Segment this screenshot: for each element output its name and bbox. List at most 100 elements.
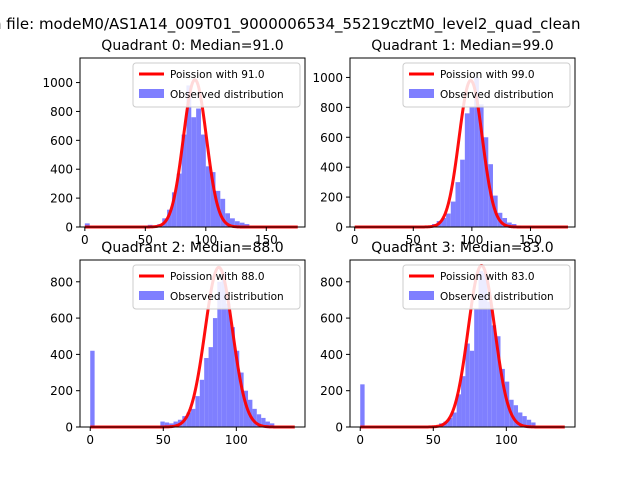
histogram-bar (196, 108, 201, 227)
histogram-bar (90, 350, 95, 427)
y-tick-label: 800 (320, 101, 343, 115)
histogram-bar (460, 159, 465, 227)
histogram-bar (239, 372, 244, 427)
histogram-bar (452, 412, 457, 427)
x-tick-label: 0 (351, 233, 359, 247)
histogram-bar (518, 412, 523, 427)
histogram-bar (186, 412, 192, 427)
panel-quadrant-0: 0 50 100 150 0 200 400 600 800 1000 Quadrant 0: Me… (42, 38, 306, 247)
histogram-bar (181, 134, 187, 227)
y-tick-label: 600 (50, 312, 73, 326)
histogram-bar (513, 405, 519, 427)
histogram-bar (483, 137, 489, 227)
y-tick-label: 0 (335, 221, 343, 235)
x-tick-label: 0 (356, 433, 364, 447)
histogram-bar (230, 327, 235, 427)
y-tick-label: 600 (50, 134, 73, 148)
histogram-bar (234, 221, 240, 227)
histogram-bar (500, 368, 505, 427)
histogram-bar (491, 325, 497, 427)
histogram-bar (160, 421, 165, 427)
y-tick-label: 0 (65, 421, 73, 435)
histogram-bar (199, 379, 205, 427)
legend-hist-swatch (139, 89, 164, 98)
y-tick-label: 200 (320, 384, 343, 398)
histogram-bar (210, 172, 216, 227)
panel-quadrant-1: 0 50 100 150 0 200 400 600 800 1000 Quadrant 1: Me… (312, 38, 576, 247)
axes-frame (349, 259, 576, 428)
panel-title: Quadrant 3: Median=83.0 (371, 240, 553, 256)
legend-box (132, 264, 301, 310)
histogram-bar (496, 336, 501, 427)
x-tick-label: 50 (406, 233, 421, 247)
legend-hist-label: Observed distribution (440, 291, 554, 303)
y-tick-label: 600 (320, 312, 343, 326)
y-tick-label: 0 (335, 421, 343, 435)
legend-fit-label: Poission with 99.0 (440, 69, 535, 81)
histogram-bar (221, 272, 227, 427)
histogram-bar (225, 213, 230, 227)
legend-hist-label: Observed distribution (170, 291, 284, 303)
histogram-bar (502, 218, 508, 227)
x-tick-label: 50 (138, 233, 153, 247)
panel-title: Quadrant 0: Median=91.0 (101, 38, 283, 54)
y-tick-label: 400 (320, 161, 343, 175)
histogram-bar (474, 309, 479, 427)
y-tick-label: 200 (50, 192, 73, 206)
histogram-bar (456, 394, 462, 427)
histogram-bar (220, 198, 226, 227)
histogram-bar (269, 423, 275, 427)
histogram-bar (204, 358, 209, 427)
legend-hist-swatch (409, 291, 434, 300)
y-tick-label: 400 (50, 163, 73, 177)
histogram-bar (217, 281, 222, 427)
legend-hist-swatch (139, 291, 164, 300)
histogram-bar (171, 192, 177, 227)
histogram-bar (164, 422, 170, 427)
legend-box (402, 62, 571, 108)
histogram-bar (464, 113, 470, 227)
x-tick-label: 0 (86, 433, 94, 447)
histogram-bar (469, 107, 475, 227)
panel-title: Quadrant 2: Median=88.0 (101, 240, 283, 256)
histogram-bar (226, 303, 231, 427)
histogram-bar (167, 209, 172, 227)
histogram-bar (522, 416, 527, 427)
histogram-bar (487, 301, 492, 427)
histogram-bar (173, 421, 178, 427)
histogram-bar (265, 421, 270, 427)
axes-frame (349, 57, 576, 228)
histogram-bar (208, 347, 213, 427)
y-tick-label: 200 (50, 384, 73, 398)
histogram-bar (461, 376, 466, 427)
y-tick-label: 400 (50, 348, 73, 362)
histogram-bar (469, 350, 475, 427)
histogram-bar (234, 350, 240, 427)
histogram-bar (478, 104, 484, 227)
histogram-bar (252, 408, 257, 427)
legend-fit-label: Poission with 88.0 (170, 271, 265, 283)
legend-box (132, 62, 301, 108)
x-tick-label: 100 (460, 233, 483, 247)
histogram-bar (261, 417, 266, 427)
panel-quadrant-2: 0 50 100 0 200 400 600 800 Quadrant 2: Median=88… (50, 240, 306, 447)
histogram-bar (230, 218, 235, 227)
histogram-bar (256, 414, 262, 427)
x-tick-label: 0 (81, 233, 89, 247)
histogram-bar (450, 201, 456, 227)
axes-frame (79, 57, 306, 228)
histogram-bar (447, 417, 453, 427)
x-tick-label: 100 (495, 433, 518, 447)
histogram-bar (195, 396, 200, 427)
histogram-bar (507, 222, 512, 227)
histogram-bar (478, 270, 483, 427)
histogram-bar (191, 408, 196, 427)
x-tick-label: 100 (225, 433, 248, 447)
histogram-bar (465, 343, 470, 427)
histogram-bar (441, 218, 447, 227)
y-tick-label: 800 (50, 105, 73, 119)
histogram-bar (482, 272, 488, 427)
legend-hist-label: Observed distribution (170, 89, 284, 101)
y-tick-label: 200 (320, 191, 343, 205)
